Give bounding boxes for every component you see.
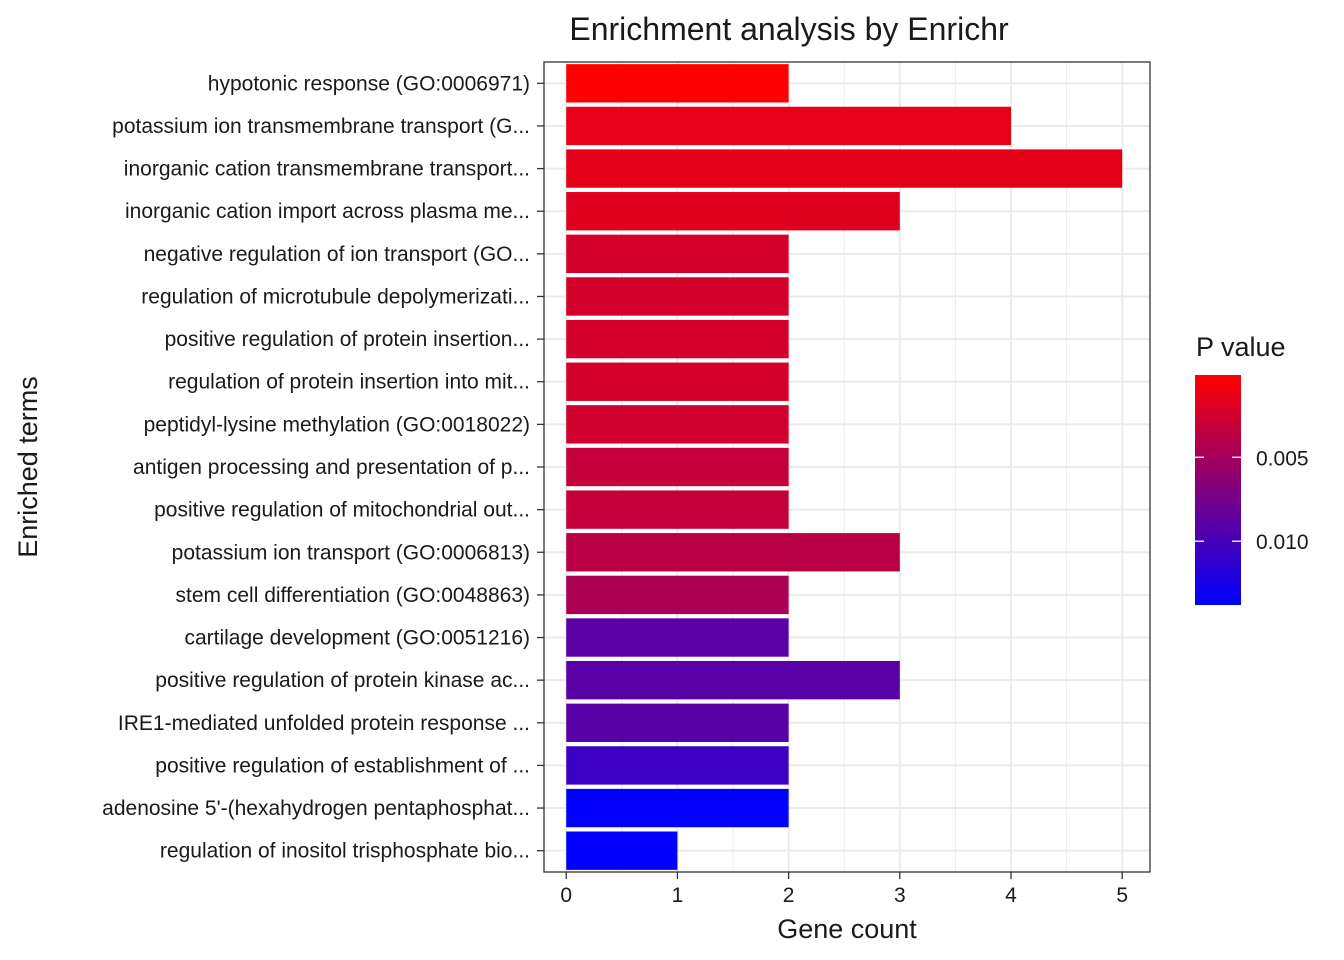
bar (566, 319, 789, 359)
x-tick-label: 1 (672, 884, 684, 907)
bar (566, 575, 789, 615)
y-tick-label: regulation of microtubule depolymerizati… (141, 285, 530, 308)
y-tick-label: IRE1-mediated unfolded protein response … (118, 712, 530, 735)
y-axis-title: Enriched terms (13, 376, 43, 558)
x-tick-label: 5 (1116, 884, 1128, 907)
legend-ticks: 0.005 0.010 (1195, 447, 1309, 554)
bar (566, 149, 1123, 188)
bar (566, 660, 900, 700)
bar (566, 234, 789, 274)
y-tick-label: inorganic cation transmembrane transport… (124, 158, 530, 181)
bar (566, 831, 678, 870)
bar (566, 362, 789, 401)
y-tick-label: positive regulation of mitochondrial out… (154, 499, 530, 522)
legend-title: P value (1196, 332, 1286, 362)
bar (566, 490, 789, 529)
chart-title: Enrichment analysis by Enrichr (569, 11, 1009, 47)
bar (566, 746, 789, 785)
x-tick-label: 3 (894, 884, 906, 907)
x-axis-title: Gene count (777, 914, 917, 944)
y-axis: hypotonic response (GO:0006971) potassium… (102, 72, 544, 863)
x-axis: 0 1 2 3 4 5 (560, 872, 1128, 907)
x-tick-label: 2 (783, 884, 795, 907)
x-tick-label: 0 (560, 884, 572, 907)
bars (566, 64, 1123, 870)
y-tick-label: stem cell differentiation (GO:0048863) (176, 584, 530, 607)
y-tick-label: cartilage development (GO:0051216) (184, 627, 530, 650)
bar (566, 618, 789, 657)
y-tick-label: antigen processing and presentation of p… (133, 456, 530, 479)
bar (566, 64, 789, 103)
bar (566, 533, 900, 572)
y-tick-label: inorganic cation import across plasma me… (125, 200, 530, 223)
bar (566, 703, 789, 742)
y-tick-label: hypotonic response (GO:0006971) (208, 72, 530, 95)
y-tick-label: regulation of inositol trisphosphate bio… (160, 840, 530, 863)
y-tick-label: potassium ion transmembrane transport (G… (112, 115, 530, 138)
y-tick-label: negative regulation of ion transport (GO… (144, 243, 530, 266)
x-tick-label: 4 (1005, 884, 1017, 907)
y-tick-label: positive regulation of protein kinase ac… (155, 669, 530, 692)
bar (566, 405, 789, 444)
plot-area (543, 61, 1151, 873)
y-tick-label: regulation of protein insertion into mit… (168, 371, 530, 394)
legend-tick-label: 0.010 (1256, 531, 1309, 554)
y-tick-label: adenosine 5'-(hexahydrogen pentaphosphat… (102, 797, 530, 820)
y-tick-label: peptidyl-lysine methylation (GO:0018022) (144, 413, 530, 436)
y-tick-label: potassium ion transport (GO:0006813) (172, 541, 530, 564)
bar (566, 106, 1012, 146)
y-tick-label: positive regulation of protein insertion… (165, 328, 530, 351)
bar (566, 192, 900, 231)
y-tick-label: positive regulation of establishment of … (155, 754, 530, 777)
bar (566, 277, 789, 316)
legend-tick-label: 0.005 (1256, 447, 1309, 470)
bar (566, 788, 789, 828)
legend-colorbar (1195, 375, 1241, 605)
legend: P value 0.005 0.010 (1195, 332, 1309, 605)
bar (566, 447, 789, 487)
